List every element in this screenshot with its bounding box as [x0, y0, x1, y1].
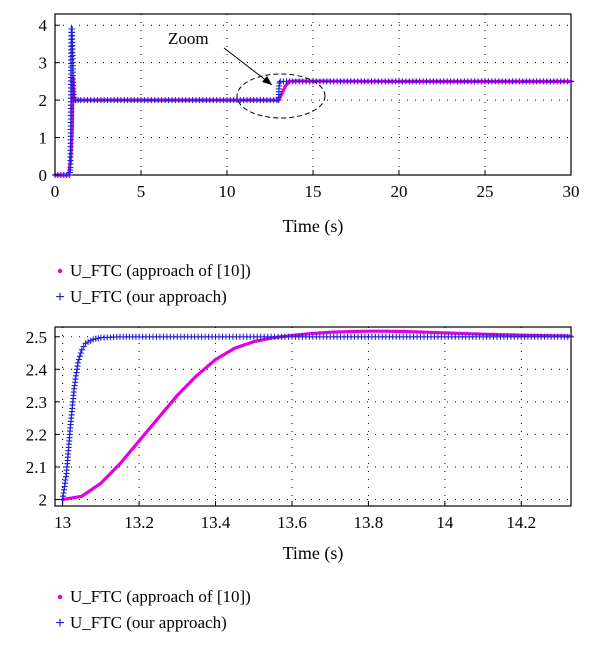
zoom-arrowhead — [262, 76, 272, 85]
chart-bottom: 13 13.2 13.4 13.6 13.8 14 14.2 2 2.1 2.2 2.3 2.4 2.5… — [26, 326, 574, 632]
y-tick-label: 4 — [39, 16, 48, 35]
x-tick-label: 14.2 — [506, 513, 536, 532]
y-tick-label: 2.5 — [26, 328, 47, 347]
zoom-arrow — [223, 47, 273, 86]
y-tick-label: 2 — [39, 91, 48, 110]
legend-marker-plus-top: + — [55, 289, 64, 306]
zoom-ellipse — [236, 73, 326, 119]
x-axis-label-top: Time (s) — [283, 216, 344, 237]
y-tick-label: 1 — [39, 129, 48, 148]
legend-label-ours-bottom: U_FTC (our approach) — [70, 613, 227, 632]
y-tick-label: 0 — [39, 166, 48, 185]
y-tick-label: 2.3 — [26, 393, 47, 412]
legend-label-approach10-top: U_FTC (approach of [10]) — [70, 261, 251, 280]
data-point-plus — [59, 333, 574, 503]
x-tick-label: 15 — [305, 182, 322, 201]
legend-marker-dot-bottom — [57, 594, 63, 600]
x-tick-label: 13 — [54, 513, 71, 532]
ticks-top: 0 5 10 15 20 25 30 0 1 2 3 4 — [39, 16, 580, 201]
x-tick-label: 10 — [219, 182, 236, 201]
x-tick-label: 25 — [477, 182, 494, 201]
x-tick-label: 13.6 — [277, 513, 307, 532]
plot-frame-bottom — [54, 326, 572, 507]
series-ours — [59, 333, 574, 503]
y-tick-label: 2 — [39, 490, 48, 509]
x-tick-label: 13.2 — [124, 513, 154, 532]
x-tick-label: 0 — [51, 182, 60, 201]
y-tick-label: 2.2 — [26, 425, 47, 444]
x-tick-label: 13.4 — [201, 513, 231, 532]
legend-label-ours-top: U_FTC (our approach) — [70, 287, 227, 306]
x-tick-label: 30 — [563, 182, 580, 201]
x-tick-label: 5 — [137, 182, 146, 201]
grid-top — [55, 14, 571, 175]
y-tick-label: 2.1 — [26, 458, 47, 477]
legend-label-approach10-bottom: U_FTC (approach of [10]) — [70, 587, 251, 606]
legend-marker-dot-top — [57, 268, 63, 274]
x-tick-label: 13.8 — [354, 513, 384, 532]
x-tick-label: 14 — [436, 513, 454, 532]
legend-marker-plus-bottom: + — [55, 615, 64, 632]
y-tick-label: 2.4 — [26, 360, 48, 379]
zoom-annotation: Zoom — [168, 29, 209, 48]
chart-top: 0 5 10 15 20 25 30 0 1 2 3 4 Zoom Time (s) U_FTC (a… — [39, 13, 580, 306]
ticks-bottom: 13 13.2 13.4 13.6 13.8 14 14.2 2 2.1 2.2 2.3 2.4 2.5 — [26, 328, 536, 532]
x-axis-label-bottom: Time (s) — [283, 543, 344, 564]
x-tick-label: 20 — [391, 182, 408, 201]
series-bottom — [59, 329, 574, 503]
y-tick-label: 3 — [39, 54, 48, 73]
